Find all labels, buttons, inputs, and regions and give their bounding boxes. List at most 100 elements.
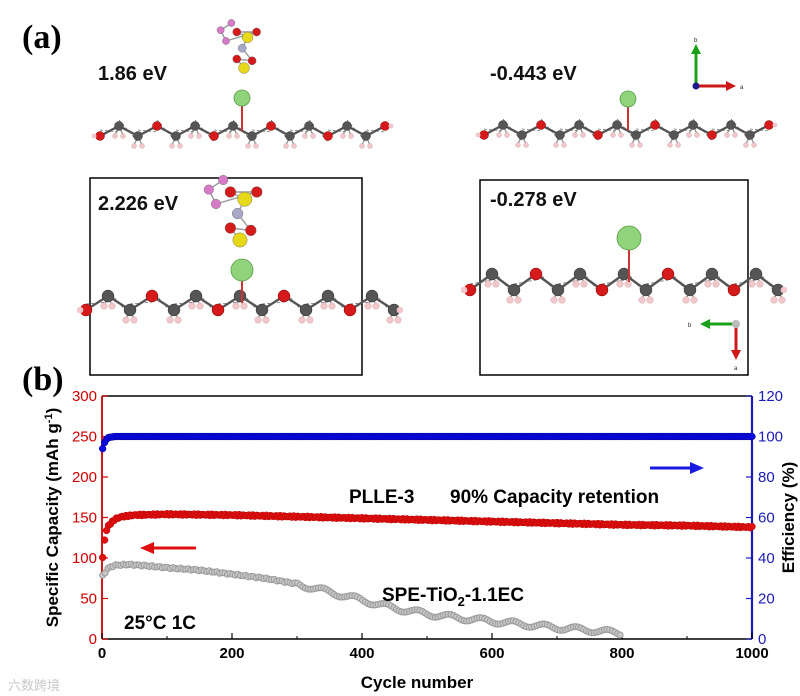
oxygen-atom <box>145 289 159 303</box>
x-tick-label: 800 <box>609 645 634 662</box>
fluorine-atom <box>216 26 225 35</box>
bond-dashed <box>635 128 656 132</box>
hydrogen-atom <box>637 142 643 148</box>
oxygen-atom <box>152 121 162 131</box>
hydrogen-atom <box>386 316 394 324</box>
plle-point <box>99 553 107 562</box>
hydrogen-atom <box>690 296 698 304</box>
hydrogen-atom <box>724 132 730 138</box>
carbon-atom <box>555 130 565 140</box>
x-tick-label: 1000 <box>735 645 768 662</box>
hydrogen-atom <box>561 142 567 148</box>
carbon-atom <box>745 130 755 140</box>
c-axis-dot <box>732 320 740 328</box>
carbon-atom <box>631 130 641 140</box>
nitrogen-atom <box>237 43 247 53</box>
carbon-atom <box>189 289 203 303</box>
sulfur-atom <box>238 62 250 74</box>
lithium-atom <box>233 89 251 107</box>
carbon-atom <box>114 121 124 131</box>
carbon-atom <box>190 121 200 131</box>
hydrogen-atom <box>367 143 373 149</box>
hydrogen-atom <box>234 133 240 139</box>
plle-point <box>100 536 109 544</box>
carbon-atom <box>285 131 295 141</box>
carbon-atom <box>321 289 335 303</box>
hydrogen-atom <box>196 302 204 310</box>
bond-dashed <box>521 128 542 132</box>
arrow-left-axis-head <box>140 542 154 554</box>
structure-top-left <box>91 19 394 149</box>
y-left-tick-label: 100 <box>72 550 97 567</box>
oxygen-atom <box>707 130 717 140</box>
carbon-atom <box>247 131 257 141</box>
bond-dashed <box>365 129 386 133</box>
oxygen-atom <box>479 130 489 140</box>
y-left-tick-label: 250 <box>72 429 97 446</box>
carbon-atom <box>639 283 653 297</box>
y-right-tick-label: 60 <box>758 510 775 527</box>
oxygen-atom <box>245 224 257 237</box>
oxygen-atom <box>536 120 546 130</box>
y-left-tick-label: 0 <box>89 631 97 648</box>
carbon-atom <box>551 283 565 297</box>
panel-b-label: (b) <box>22 361 64 398</box>
hydrogen-atom <box>226 133 232 139</box>
hydrogen-atom <box>174 316 182 324</box>
hydrogen-atom <box>232 302 240 310</box>
oxygen-atom <box>727 283 741 297</box>
carbon-atom <box>233 289 247 303</box>
hydrogen-atom <box>254 316 262 324</box>
structure-top-right <box>475 90 778 148</box>
oxygen-atom <box>595 283 609 297</box>
hydrogen-atom <box>638 296 646 304</box>
hydrogen-atom <box>196 133 202 139</box>
hydrogen-atom <box>686 132 692 138</box>
carbon-atom <box>573 267 587 281</box>
hydrogen-atom <box>100 302 108 310</box>
fluorine-atom <box>227 19 236 27</box>
a-axis-arrowhead <box>726 81 736 91</box>
hydrogen-atom <box>616 280 624 288</box>
carbon-atom <box>304 121 314 131</box>
a-axis-arrowhead <box>731 350 741 360</box>
hydrogen-atom <box>348 133 354 139</box>
hydrogen-atom <box>629 142 635 148</box>
y-right-tick-label: 0 <box>758 631 766 648</box>
hydrogen-atom <box>515 142 521 148</box>
hydrogen-atom <box>359 143 365 149</box>
oxygen-atom <box>224 186 237 198</box>
energy-bottom-left: 2.226 eV <box>98 193 179 215</box>
box-bottom-right <box>479 179 749 376</box>
cycling-chart: 0 200 400 600 800 100005010015020025030002040… <box>43 388 798 692</box>
hydrogen-atom <box>618 132 624 138</box>
hydrogen-atom <box>108 302 116 310</box>
x-tick-label: 0 <box>98 645 106 662</box>
carbon-atom <box>688 120 698 130</box>
hydrogen-atom <box>523 142 529 148</box>
hydrogen-atom <box>667 142 673 148</box>
hydrogen-atom <box>91 133 97 139</box>
y-right-tick-label: 20 <box>758 591 775 608</box>
hydrogen-atom <box>558 296 566 304</box>
hydrogen-atom <box>188 133 194 139</box>
oxygen-atom <box>764 120 774 130</box>
carbon-atom <box>167 303 181 317</box>
hydrogen-atom <box>169 143 175 149</box>
oxygen-atom <box>252 27 261 37</box>
hydrogen-atom <box>704 280 712 288</box>
sulfur-atom <box>237 191 253 207</box>
series-spe <box>99 560 624 639</box>
hydrogen-atom <box>712 280 720 288</box>
hydrogen-atom <box>748 280 756 288</box>
y-left-tick-label: 50 <box>80 591 97 608</box>
hydrogen-atom <box>770 296 778 304</box>
oxygen-atom <box>529 267 543 281</box>
lithium-atom <box>619 90 637 108</box>
hydrogen-atom <box>550 296 558 304</box>
structure-bottom-right <box>460 225 788 304</box>
hydrogen-atom <box>166 316 174 324</box>
y-left-axis-title: Specific Capacity (mAh g-1) <box>43 408 62 628</box>
hydrogen-atom <box>283 143 289 149</box>
hydrogen-atom <box>139 143 145 149</box>
